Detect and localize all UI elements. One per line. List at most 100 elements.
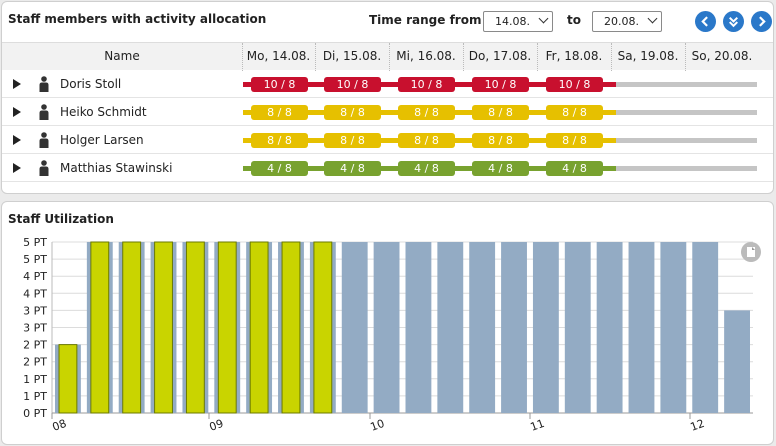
collapse-button[interactable] bbox=[723, 11, 744, 32]
table-row[interactable]: Matthias Stawinski 4 / 8 4 / 8 4 / 8 4 / 8 4 … bbox=[2, 154, 773, 182]
utilization-bar bbox=[217, 241, 237, 414]
previous-icon bbox=[701, 16, 708, 27]
x-tick-label: 11 bbox=[529, 417, 547, 434]
chevron-down-icon bbox=[647, 13, 658, 24]
allocation-pill[interactable]: 8 / 8 bbox=[546, 105, 603, 120]
allocation-pill[interactable]: 8 / 8 bbox=[251, 105, 308, 120]
staff-name: Doris Stoll bbox=[60, 77, 122, 91]
y-tick-label: 4 PT bbox=[23, 287, 47, 300]
next-icon bbox=[759, 16, 766, 27]
next-button[interactable] bbox=[751, 11, 772, 32]
chevron-down-icon bbox=[538, 13, 549, 24]
capacity-bar bbox=[501, 242, 527, 413]
y-tick-label: 5 PT bbox=[23, 253, 47, 266]
expand-icon[interactable] bbox=[13, 107, 21, 117]
x-tick-label: 12 bbox=[689, 417, 707, 434]
allocation-pill[interactable]: 10 / 8 bbox=[324, 77, 381, 92]
table-row[interactable]: Doris Stoll 10 / 8 10 / 8 10 / 8 10 / 8 10 / … bbox=[2, 70, 773, 98]
allocation-pill[interactable]: 4 / 8 bbox=[398, 161, 455, 176]
to-date-select[interactable]: 20.08. bbox=[592, 11, 662, 32]
allocation-panel: Staff members with activity allocation T… bbox=[1, 1, 774, 194]
allocation-pill[interactable]: 4 / 8 bbox=[546, 161, 603, 176]
capacity-bar bbox=[660, 242, 687, 413]
y-tick-label: 1 PT bbox=[23, 373, 47, 386]
capacity-bar bbox=[405, 242, 432, 413]
capacity-bar bbox=[628, 242, 655, 413]
export-icon[interactable] bbox=[741, 242, 761, 262]
y-tick-label: 2 PT bbox=[23, 339, 47, 352]
y-tick-label: 0 PT bbox=[23, 407, 47, 420]
staff-name: Holger Larsen bbox=[60, 133, 144, 147]
allocation-pill[interactable]: 8 / 8 bbox=[324, 133, 381, 148]
free-bar bbox=[616, 166, 757, 171]
free-bar bbox=[616, 82, 757, 87]
person-icon bbox=[39, 76, 49, 92]
allocation-pill[interactable]: 8 / 8 bbox=[472, 133, 529, 148]
column-header-day: Fr, 18.08. bbox=[545, 49, 603, 63]
column-header-day: Sa, 19.08. bbox=[617, 49, 679, 63]
y-tick-label: 3 PT bbox=[23, 322, 47, 335]
column-header-day: Mi, 16.08. bbox=[396, 49, 456, 63]
to-label: to bbox=[567, 13, 581, 27]
capacity-bar bbox=[564, 242, 591, 413]
utilization-bar bbox=[58, 344, 78, 414]
column-header-name[interactable]: Name bbox=[104, 49, 140, 63]
capacity-bar bbox=[532, 242, 559, 413]
table-row[interactable]: Holger Larsen 8 / 8 8 / 8 8 / 8 8 / 8 8 / 8 bbox=[2, 126, 773, 154]
panel-title: Staff members with activity allocation bbox=[8, 12, 267, 26]
allocation-pill[interactable]: 10 / 8 bbox=[398, 77, 455, 92]
free-bar bbox=[616, 110, 757, 115]
y-tick-label: 4 PT bbox=[23, 270, 47, 283]
allocation-pill[interactable]: 4 / 8 bbox=[324, 161, 381, 176]
y-tick-label: 2 PT bbox=[23, 356, 47, 369]
from-date-value: 14.08. bbox=[495, 15, 530, 28]
utilization-bar bbox=[249, 241, 269, 414]
allocation-pill[interactable]: 8 / 8 bbox=[472, 105, 529, 120]
utilization-bar bbox=[154, 241, 173, 414]
allocation-pill[interactable]: 10 / 8 bbox=[546, 77, 603, 92]
allocation-pill[interactable]: 8 / 8 bbox=[398, 105, 455, 120]
column-header-day: So, 20.08. bbox=[691, 49, 753, 63]
utilization-bar bbox=[122, 241, 142, 414]
allocation-pill[interactable]: 4 / 8 bbox=[251, 161, 308, 176]
expand-icon[interactable] bbox=[13, 163, 21, 173]
utilization-bar bbox=[185, 241, 205, 414]
staff-name: Heiko Schmidt bbox=[60, 105, 147, 119]
allocation-pill[interactable]: 4 / 8 bbox=[472, 161, 529, 176]
allocation-pill[interactable]: 10 / 8 bbox=[472, 77, 529, 92]
from-date-select[interactable]: 14.08. bbox=[483, 11, 553, 32]
previous-button[interactable] bbox=[695, 11, 716, 32]
column-header-day: Di, 15.08. bbox=[322, 49, 382, 63]
capacity-bar bbox=[341, 242, 368, 413]
collapse-icon bbox=[729, 17, 738, 28]
allocation-pill[interactable]: 10 / 8 bbox=[251, 77, 308, 92]
allocation-pill[interactable]: 8 / 8 bbox=[546, 133, 603, 148]
expand-icon[interactable] bbox=[13, 135, 21, 145]
time-range-label: Time range from bbox=[369, 13, 482, 27]
allocation-pill[interactable]: 8 / 8 bbox=[398, 133, 455, 148]
to-date-value: 20.08. bbox=[604, 15, 639, 28]
allocation-pill[interactable]: 8 / 8 bbox=[251, 133, 308, 148]
column-header-day: Do, 17.08. bbox=[468, 49, 532, 63]
grid-header: Name Mo, 14.08. Di, 15.08. Mi, 16.08. Do… bbox=[2, 42, 773, 71]
utilization-bar bbox=[313, 241, 333, 414]
utilization-bar bbox=[90, 241, 110, 414]
person-icon bbox=[39, 104, 49, 120]
allocation-pill[interactable]: 8 / 8 bbox=[324, 105, 381, 120]
y-tick-label: 5 PT bbox=[23, 236, 47, 249]
capacity-bar bbox=[724, 310, 750, 413]
expand-icon[interactable] bbox=[13, 79, 21, 89]
y-tick-label: 1 PT bbox=[23, 390, 47, 403]
panel-title: Staff Utilization bbox=[8, 212, 114, 226]
person-icon bbox=[39, 160, 49, 176]
capacity-bar bbox=[437, 242, 464, 413]
y-tick-label: 3 PT bbox=[23, 304, 47, 317]
column-header-day: Mo, 14.08. bbox=[246, 49, 311, 63]
person-icon bbox=[39, 132, 49, 148]
capacity-bar bbox=[373, 242, 400, 413]
utilization-bar bbox=[281, 241, 301, 414]
table-row[interactable]: Heiko Schmidt 8 / 8 8 / 8 8 / 8 8 / 8 8 / 8 bbox=[2, 98, 773, 126]
document-icon bbox=[747, 247, 755, 257]
capacity-bar bbox=[692, 242, 719, 413]
staff-name: Matthias Stawinski bbox=[60, 161, 173, 175]
